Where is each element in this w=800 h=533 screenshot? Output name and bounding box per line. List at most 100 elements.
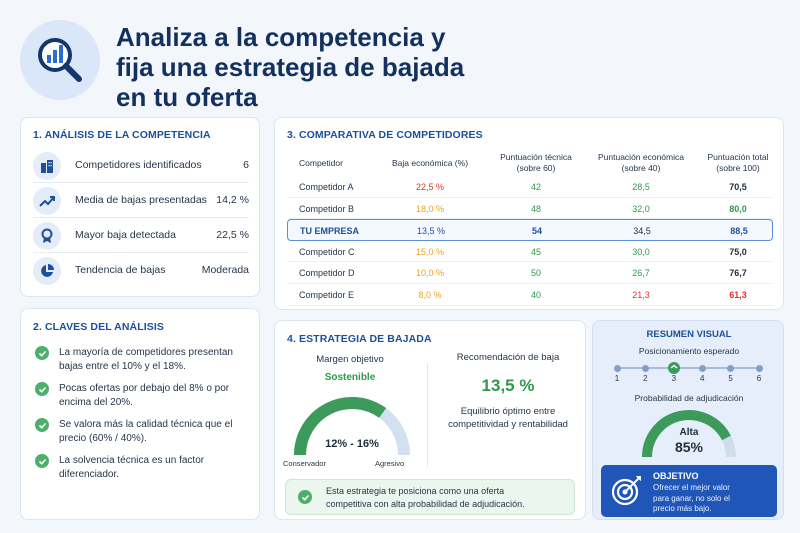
metric-label: Media de bajas presentadas [75,194,207,206]
trend-up-icon [33,187,61,215]
gauge-value: 12% - 16% [325,438,379,450]
cell-baja: 22,5 % [415,182,445,192]
metric-label: Mayor baja detectada [75,229,176,241]
cell-total: 70,5 [729,182,747,192]
metric-value: 14,2 % [216,194,249,206]
info-text: Esta estrategia te posiciona como una of… [326,486,525,509]
position-marker [641,364,649,372]
metric-row: Competidores identificados 6 [33,149,249,183]
recommendation-label: Recomendación de baja [456,352,560,363]
table-row: Competidor B 18,0 % 48 32,0 80,0 [287,198,773,220]
gauge-left-label: Conservador [283,459,326,468]
table-row: Competidor A 22,5 % 42 28,5 70,5 [287,176,773,198]
gauge-right-label: Agresivo [375,459,405,468]
cell-name: Competidor B [299,203,355,214]
cell-economica: 30,0 [632,246,650,257]
check-icon [35,418,49,432]
position-marker [698,364,706,372]
strategy-title: 4. ESTRATEGIA DE BAJADA [287,333,432,345]
cell-tecnica: 42 [530,182,541,192]
metric-value: 22,5 % [216,229,249,241]
position-marker [727,364,735,372]
cell-name: TU EMPRESA [300,226,360,237]
position-label-1: 1 [614,374,620,383]
position-track [617,367,759,369]
metric-row: Media de bajas presentadas 14,2 % [33,184,249,218]
recommendation-desc: Equilibrio óptimo entre competitividad y … [448,406,568,430]
header: Analiza a la competencia y fija una estr… [20,18,780,112]
summary-card: RESUMEN VISUAL Posicionamiento esperado … [592,320,784,520]
cell-total: 76,7 [729,268,747,279]
cell-tecnica: 54 [531,226,542,237]
page-title: Analiza a la competencia y fija una estr… [116,22,465,112]
cell-name: Competidor D [299,268,355,279]
info-box: Esta estrategia te posiciona como una of… [285,479,575,515]
margin-status: Sostenible [324,372,376,383]
objective-text: Ofrecer el mejor valor para ganar, no sol… [653,483,730,513]
position-marker-active [667,362,680,374]
cell-tecnica: 50 [530,268,541,279]
analysis-card: 1. ANÁLISIS DE LA COMPETENCIA Competidor… [20,117,260,297]
comparison-card: 3. COMPARATIVA DE COMPETIDORES Competido… [274,117,784,310]
table-row: Competidor D 10,0 % 50 26,7 76,7 [287,262,773,284]
cell-economica: 28,5 [632,182,650,192]
cell-tecnica: 48 [530,203,541,214]
cell-baja: 13,5 % [416,226,446,237]
cell-total: 80,0 [729,203,747,214]
position-label-5: 5 [728,374,733,383]
margin-label: Margen objetivo [316,354,384,365]
cell-total: 75,0 [729,246,747,257]
comparison-title: 3. COMPARATIVA DE COMPETIDORES [287,129,483,141]
metric-value: 6 [243,159,249,171]
award-icon [33,222,61,250]
cell-total: 88,5 [730,226,748,237]
objective-box: OBJETIVO Ofrecer el mejor valor para gana… [601,465,777,517]
cell-baja: 10,0 % [415,268,445,279]
pie-chart-icon [33,257,61,285]
probability-level: Alta [679,427,699,438]
metric-label: Competidores identificados [75,159,202,171]
col-header-tecnica: Puntuación técnica (sobre 60) [500,152,572,173]
target-icon [611,476,641,506]
check-icon [35,454,49,468]
metric-row: Mayor baja detectada 22,5 % [33,219,249,253]
metric-label: Tendencia de bajas [75,264,166,276]
table-row: Competidor C 15,0 % 45 30,0 75,0 [287,241,773,263]
logo [20,20,100,100]
keys-title: 2. CLAVES DEL ANÁLISIS [33,321,164,333]
cell-name: Competidor C [299,246,355,257]
cell-economica: 34,5 [633,226,651,237]
col-header-total: Puntuación total (sobre 100) [707,152,769,173]
metric-row: Tendencia de bajas Moderada [33,254,249,288]
cell-tecnica: 45 [530,246,541,257]
check-icon [35,382,49,396]
col-header-baja: Baja económica (%) [391,158,469,168]
position-label-4: 4 [699,374,705,383]
position-label: Posicionamiento esperado [638,346,740,356]
buildings-icon [33,152,61,180]
objective-title: OBJETIVO [653,471,699,481]
cell-total: 61,3 [729,290,747,300]
col-header-name: Competidor [299,158,343,168]
check-icon [35,346,49,360]
cell-baja: 18,0 % [415,203,445,214]
cell-economica: 26,7 [632,268,650,279]
cell-name: Competidor A [299,182,354,192]
position-label-2: 2 [643,374,648,383]
summary-title: RESUMEN VISUAL [646,329,732,340]
cell-baja: 8,0 % [418,290,442,300]
divider [427,363,428,467]
margin-gauge [294,397,410,456]
table-row: Competidor E 8,0 % 40 21,3 61,3 [287,284,773,306]
position-label-3: 3 [671,374,677,383]
recommendation-value: 13,5 % [481,376,535,395]
position-marker [613,364,621,372]
cell-tecnica: 40 [530,290,541,300]
check-icon [298,490,312,504]
table-row: TU EMPRESA 13,5 % 54 34,5 88,5 [287,219,773,241]
keys-card: 2. CLAVES DEL ANÁLISIS La mayoría de com… [20,308,260,520]
cell-baja: 15,0 % [415,246,445,257]
cell-economica: 21,3 [632,290,650,300]
position-marker [755,364,763,372]
magnifier-chart-icon [38,38,82,82]
